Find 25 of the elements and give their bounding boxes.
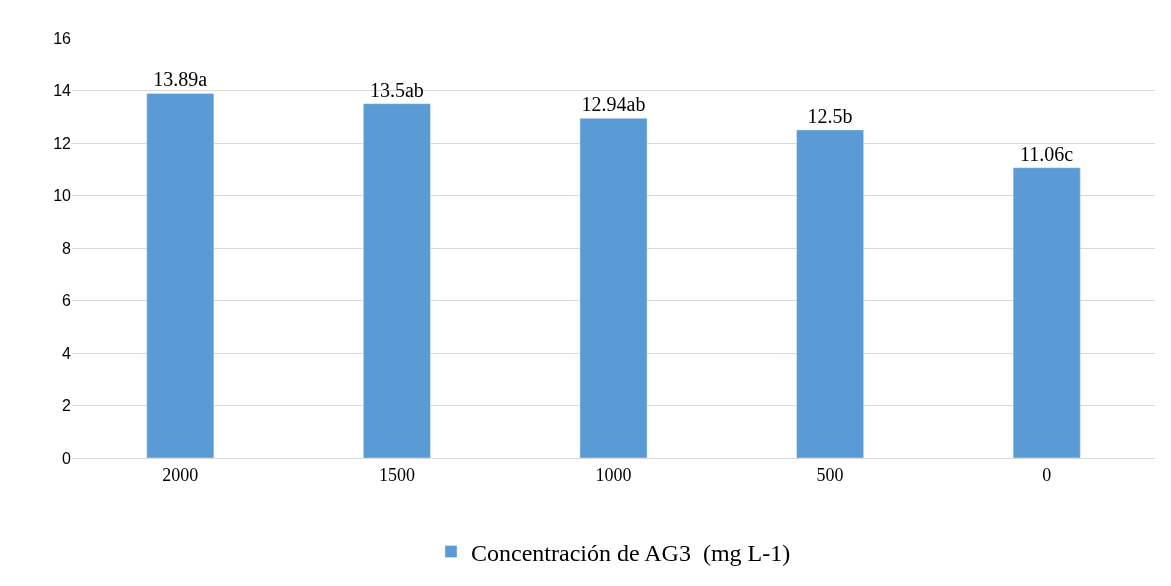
y-tick-label: 2 (62, 397, 72, 415)
bar (796, 129, 864, 458)
x-tick-label: 1500 (378, 464, 415, 485)
y-tick-label: 16 (53, 29, 72, 47)
bar (579, 118, 648, 458)
y-tick-label: 12 (53, 134, 72, 152)
y-tick-label: 0 (62, 449, 72, 467)
x-tick-label: 0 (1042, 464, 1052, 485)
x-tick-label: 2000 (162, 464, 199, 485)
data-label: 13.89a (153, 68, 208, 91)
bar (1012, 167, 1081, 458)
y-tick-label: 6 (62, 292, 72, 310)
bar (146, 93, 215, 458)
data-label: 11.06c (1020, 142, 1074, 165)
bar (363, 103, 431, 458)
data-label: 12.94ab (581, 93, 646, 116)
y-tick-label: 10 (53, 187, 72, 205)
y-tick-label: 8 (62, 239, 72, 257)
legend-label: Concentración de AG3 (mg L-1) (471, 539, 791, 566)
y-tick-label: 4 (62, 344, 72, 362)
x-tick-label: 1000 (595, 464, 632, 485)
data-label: 13.5ab (369, 78, 424, 101)
y-tick-label: 14 (53, 82, 72, 100)
x-tick-label: 500 (816, 464, 844, 485)
data-label: 12.5b (807, 104, 853, 127)
